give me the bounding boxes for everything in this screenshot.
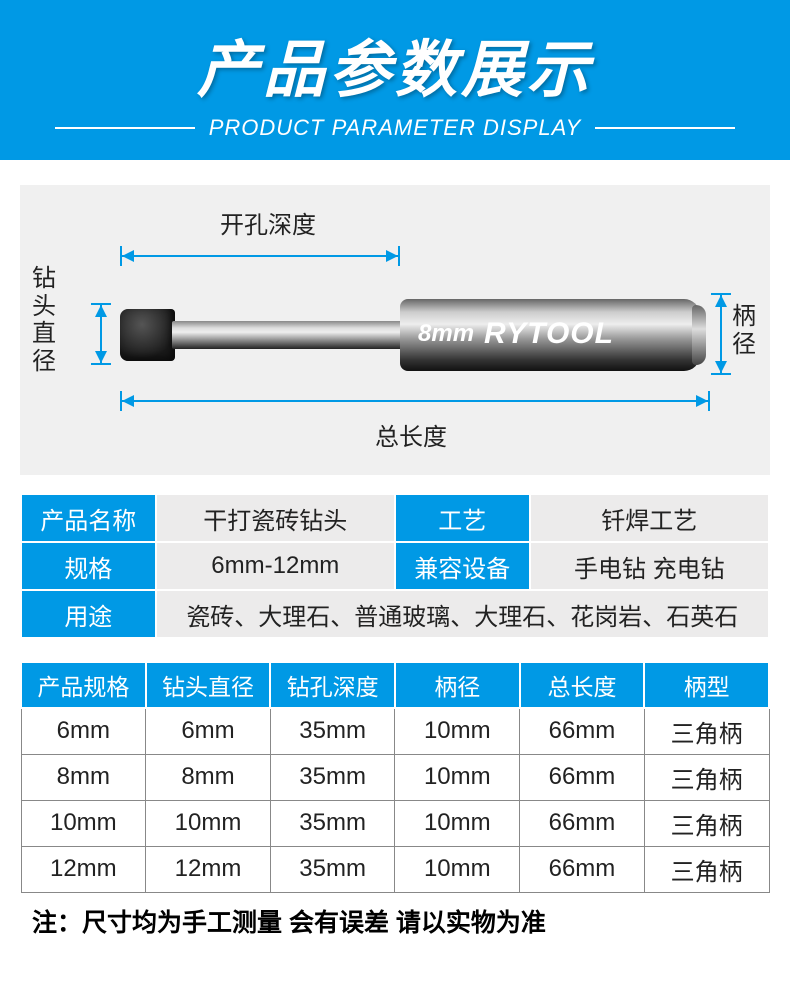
subtitle-row: PRODUCT PARAMETER DISPLAY <box>55 115 736 141</box>
table-row: 用途 瓷砖、大理石、普通玻璃、大理石、花岗岩、石英石 <box>21 590 769 638</box>
spec-value: 钎焊工艺 <box>530 494 769 542</box>
drill-end <box>692 305 706 365</box>
table-cell: 12mm <box>146 846 271 892</box>
table-row: 产品名称 干打瓷砖钻头 工艺 钎焊工艺 <box>21 494 769 542</box>
spec-value: 6mm-12mm <box>156 542 395 590</box>
spec-header: 规格 <box>21 542 156 590</box>
spec-table: 产品名称 干打瓷砖钻头 工艺 钎焊工艺 规格 6mm-12mm 兼容设备 手电钻… <box>20 493 770 639</box>
label-total-len: 总长度 <box>375 417 447 452</box>
table-cell: 10mm <box>146 800 271 846</box>
table-cell: 三角柄 <box>644 846 769 892</box>
table-row: 6mm6mm35mm10mm66mm三角柄 <box>21 708 769 754</box>
table-cell: 12mm <box>21 846 146 892</box>
table-cell: 35mm <box>270 800 395 846</box>
table-cell: 三角柄 <box>644 708 769 754</box>
table-cell: 10mm <box>395 754 520 800</box>
col-header: 产品规格 <box>21 662 146 708</box>
table-cell: 35mm <box>270 846 395 892</box>
table-cell: 10mm <box>395 708 520 754</box>
label-depth: 开孔深度 <box>220 205 316 240</box>
table-row: 12mm12mm35mm10mm66mm三角柄 <box>21 846 769 892</box>
drill-illustration: 8mm RYTOOL <box>120 295 710 375</box>
page-title: 产品参数展示 <box>197 19 593 109</box>
page-subtitle: PRODUCT PARAMETER DISPLAY <box>209 115 582 141</box>
table-cell: 三角柄 <box>644 800 769 846</box>
drill-size-mark: 8mm <box>418 320 474 348</box>
table-cell: 66mm <box>520 754 645 800</box>
table-cell: 10mm <box>395 846 520 892</box>
dim-bit-dia-line <box>100 303 102 365</box>
col-header: 柄型 <box>644 662 769 708</box>
drill-marking: 8mm RYTOOL <box>418 317 614 351</box>
table-cell: 6mm <box>146 708 271 754</box>
table-cell: 66mm <box>520 708 645 754</box>
table-cell: 三角柄 <box>644 754 769 800</box>
spec-header: 产品名称 <box>21 494 156 542</box>
table-cell: 35mm <box>270 754 395 800</box>
footnote: 注：尺寸均为手工测量 会有误差 请以实物为准 <box>20 903 770 939</box>
table-cell: 66mm <box>520 800 645 846</box>
dim-total-len-line <box>120 400 710 402</box>
col-header: 钻孔深度 <box>270 662 395 708</box>
table-cell: 6mm <box>21 708 146 754</box>
table-row: 规格 6mm-12mm 兼容设备 手电钻 充电钻 <box>21 542 769 590</box>
table-cell: 35mm <box>270 708 395 754</box>
table-cell: 10mm <box>395 800 520 846</box>
col-header: 总长度 <box>520 662 645 708</box>
table-cell: 8mm <box>21 754 146 800</box>
header-banner: 产品参数展示 PRODUCT PARAMETER DISPLAY <box>0 0 790 160</box>
label-bit-dia: 钻头直径 <box>32 265 56 375</box>
spec-header: 用途 <box>21 590 156 638</box>
spec-value: 干打瓷砖钻头 <box>156 494 395 542</box>
table-header-row: 产品规格 钻头直径 钻孔深度 柄径 总长度 柄型 <box>21 662 769 708</box>
divider-left <box>55 127 195 129</box>
drill-shaft <box>172 321 402 349</box>
table-row: 10mm10mm35mm10mm66mm三角柄 <box>21 800 769 846</box>
table-row: 8mm8mm35mm10mm66mm三角柄 <box>21 754 769 800</box>
spec-header: 工艺 <box>395 494 530 542</box>
divider-right <box>595 127 735 129</box>
drill-tip <box>120 309 175 361</box>
dim-depth-line <box>120 255 400 257</box>
product-diagram: 开孔深度 钻头直径 柄径 总长度 8mm RYTOOL <box>20 185 770 475</box>
spec-header: 兼容设备 <box>395 542 530 590</box>
col-header: 钻头直径 <box>146 662 271 708</box>
col-header: 柄径 <box>395 662 520 708</box>
dim-shank-dia-line <box>720 293 722 375</box>
size-table: 产品规格 钻头直径 钻孔深度 柄径 总长度 柄型 6mm6mm35mm10mm6… <box>20 661 770 893</box>
spec-value: 手电钻 充电钻 <box>530 542 769 590</box>
table-cell: 10mm <box>21 800 146 846</box>
drill-body: 8mm RYTOOL <box>400 299 700 371</box>
table-cell: 66mm <box>520 846 645 892</box>
label-shank-dia: 柄径 <box>732 303 756 358</box>
drill-brand: RYTOOL <box>484 317 614 351</box>
spec-value: 瓷砖、大理石、普通玻璃、大理石、花岗岩、石英石 <box>156 590 769 638</box>
table-cell: 8mm <box>146 754 271 800</box>
tables-container: 产品名称 干打瓷砖钻头 工艺 钎焊工艺 规格 6mm-12mm 兼容设备 手电钻… <box>20 493 770 939</box>
